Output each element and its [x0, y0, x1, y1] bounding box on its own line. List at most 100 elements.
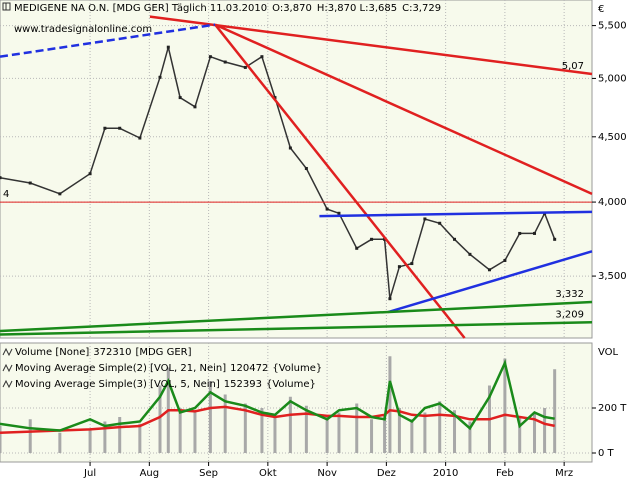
trend-line	[319, 210, 593, 218]
volume-bar	[28, 419, 32, 453]
trend-line	[214, 23, 466, 339]
legend-value: 152393	[224, 379, 262, 390]
volume-bar	[223, 394, 227, 453]
x-tick-label: Jul	[83, 468, 96, 479]
volume-bar	[178, 408, 182, 453]
price-point	[243, 65, 247, 69]
price-point	[288, 146, 292, 150]
chart-title: MEDIGENE NA O.N. [MDG GER] Täglich 11.03…	[14, 3, 267, 14]
volume-bar	[370, 419, 374, 453]
volume-bar	[193, 412, 197, 453]
trend-label: 3,332	[555, 289, 584, 300]
volume-bar	[273, 414, 277, 453]
price-point	[28, 181, 32, 185]
trend-line	[387, 250, 593, 314]
price-point	[138, 136, 142, 140]
price-point	[260, 55, 264, 59]
price-point	[103, 126, 107, 130]
volume-bar	[410, 419, 414, 453]
trend-line	[0, 23, 216, 58]
price-point	[487, 268, 491, 272]
legend-suffix: {Volume}	[266, 379, 316, 390]
watermark: www.tradesignalonline.com	[14, 24, 152, 35]
volume-bar	[260, 408, 264, 453]
y-tick-label: 4,000	[598, 197, 627, 208]
legend-value: 120472	[230, 363, 268, 374]
price-point	[438, 221, 442, 225]
legend-icon	[2, 379, 13, 389]
price-point	[370, 237, 374, 241]
price-point	[0, 176, 2, 180]
volume-bar	[208, 381, 212, 453]
legend-value: 372310	[93, 347, 131, 358]
legend-icon	[2, 347, 13, 357]
y-tick-label: 5,000	[598, 73, 627, 84]
price-panel	[0, 0, 593, 339]
volume-bar	[138, 423, 142, 453]
legend-suffix: [MDG GER]	[135, 347, 191, 358]
volume-bar	[103, 421, 107, 453]
volume-bar	[397, 408, 401, 453]
price-point	[453, 237, 457, 241]
volume-bar	[438, 401, 442, 453]
price-line	[0, 47, 556, 299]
legend-name: Moving Average Simple(3) [VOL, 5, Nein]	[15, 379, 220, 390]
price-point	[355, 246, 359, 250]
volume-bar	[325, 417, 329, 453]
volume-bar	[88, 428, 92, 453]
volume-bar	[304, 405, 308, 453]
x-tick-label: Feb	[496, 468, 514, 479]
volume-bar	[503, 358, 507, 453]
price-point	[468, 252, 472, 256]
price-point	[304, 166, 308, 170]
price-point	[553, 237, 557, 241]
price-point	[166, 45, 170, 49]
price-point	[158, 75, 162, 79]
chart-title: H:3,870 L:3,685	[317, 3, 397, 14]
axis-label: VOL	[598, 347, 619, 358]
price-point	[273, 96, 277, 100]
legend-suffix: {Volume}	[272, 363, 322, 374]
volume-bar	[337, 412, 341, 453]
volume-bar	[543, 408, 547, 453]
ma-line	[0, 359, 555, 432]
legend-name: Volume [None]	[15, 347, 89, 358]
volume-bar	[58, 432, 62, 453]
volume-panel	[0, 342, 593, 463]
trend-label: 3,209	[555, 309, 584, 320]
chart-title: O:3,870	[272, 3, 312, 14]
trend-label: 5,07	[562, 61, 584, 72]
x-tick-label: Sep	[199, 468, 218, 479]
price-point	[178, 96, 182, 100]
x-tick-label: Okt	[259, 468, 277, 479]
trend-label: 4	[3, 189, 9, 200]
x-tick-label: 2010	[433, 468, 458, 479]
volume-bar	[453, 410, 457, 453]
volume-bar	[158, 385, 162, 453]
volume-bar	[388, 356, 392, 453]
y-tick-label: 4,500	[598, 132, 627, 143]
price-point	[410, 262, 414, 266]
trend-line	[0, 321, 593, 336]
price-point	[193, 105, 197, 109]
x-tick-label: Nov	[317, 468, 337, 479]
price-point	[223, 60, 227, 64]
price-point	[118, 126, 122, 130]
y-tick-label: 0 T	[598, 448, 615, 459]
price-point	[397, 265, 401, 269]
title-icon	[2, 2, 11, 11]
volume-bar	[518, 417, 522, 453]
y-tick-label: 200 T	[598, 403, 627, 414]
price-point	[337, 211, 341, 215]
volume-bar	[423, 412, 427, 453]
trend-line	[149, 15, 593, 76]
x-tick-label: Mrz	[555, 468, 573, 479]
price-point	[533, 231, 537, 235]
volume-bar	[355, 403, 359, 453]
chart-title: C:3,729	[402, 3, 441, 14]
price-point	[388, 297, 392, 301]
volume-bar	[553, 369, 557, 453]
volume-bar	[0, 426, 2, 453]
volume-bar	[243, 403, 247, 453]
